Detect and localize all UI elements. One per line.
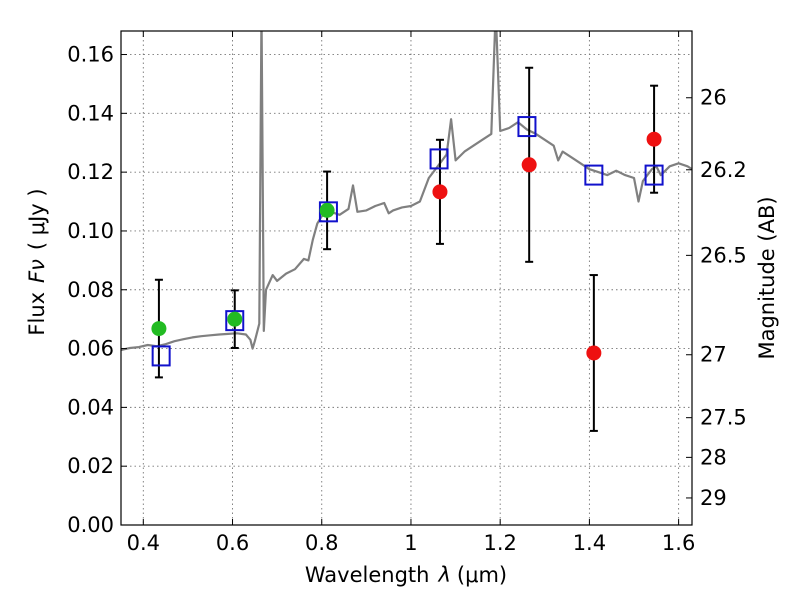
x-axis-label-symbol: λ [437,563,450,587]
x-axis-label: Wavelength λ (μm) [305,563,507,587]
y2-tick-label: 26.5 [700,243,747,267]
y2-axis-label: Magnitude (AB) [755,196,779,359]
model-square-point [644,164,664,186]
red-data-point [521,157,537,173]
y-tick-label: 0.04 [67,395,114,419]
y2-tick-label: 29 [700,486,727,510]
y-tick-label: 0.12 [67,160,114,184]
red-data-point [646,131,662,147]
x-axis-label-unit: (μm) [457,563,507,587]
green-data-point [227,311,243,327]
x-tick-label: 1.2 [483,531,516,555]
x-tick-label: 0.6 [216,531,249,555]
x-tick-label: 0.4 [127,531,160,555]
model-square-point [225,310,245,332]
x-tick-label: 1 [404,531,417,555]
y-axis-label: Flux Fν ( μJy ) [25,188,49,335]
model-square-point [517,116,537,138]
x-tick-label: 1.4 [573,531,606,555]
red-data-point [586,345,602,361]
x-axis-label-text: Wavelength [305,563,430,587]
y2-tick-label: 26.2 [700,158,747,182]
y2-tick-label: 27 [700,343,727,367]
axes-ticks: 0.4 0.6 0.8 1 1.2 1.4 1.6 0.00 0.02 0.04 0.06 0.08 0… [67,31,747,555]
spectrum-line [121,31,692,352]
model-square-point [151,345,171,367]
plot-frame [120,30,693,526]
green-data-point [319,202,335,218]
y-tick-label: 0.06 [67,337,114,361]
y-tick-label: 0.14 [67,101,114,125]
model-square-point [429,148,449,170]
plot-area [121,31,692,432]
green-data-point [151,321,167,337]
y2-tick-label: 27.5 [700,406,747,430]
y-axis-label-unit: ( μJy ) [25,188,49,250]
model-square-point [584,164,604,186]
x-tick-label: 0.8 [305,531,338,555]
y-tick-label: 0.02 [67,454,114,478]
y-tick-label: 0.10 [67,219,114,243]
x-tick-label: 1.6 [662,531,695,555]
grid [121,31,692,526]
y-tick-label: 0.00 [67,513,114,537]
y2-tick-label: 26 [700,86,727,110]
y-tick-label: 0.08 [67,278,114,302]
y-axis-label-symbol: Fν [25,259,49,283]
red-data-point [432,184,448,200]
y-tick-label: 0.16 [67,43,114,67]
y2-tick-label: 28 [700,445,727,469]
y-axis-label-text: Flux [25,292,49,336]
